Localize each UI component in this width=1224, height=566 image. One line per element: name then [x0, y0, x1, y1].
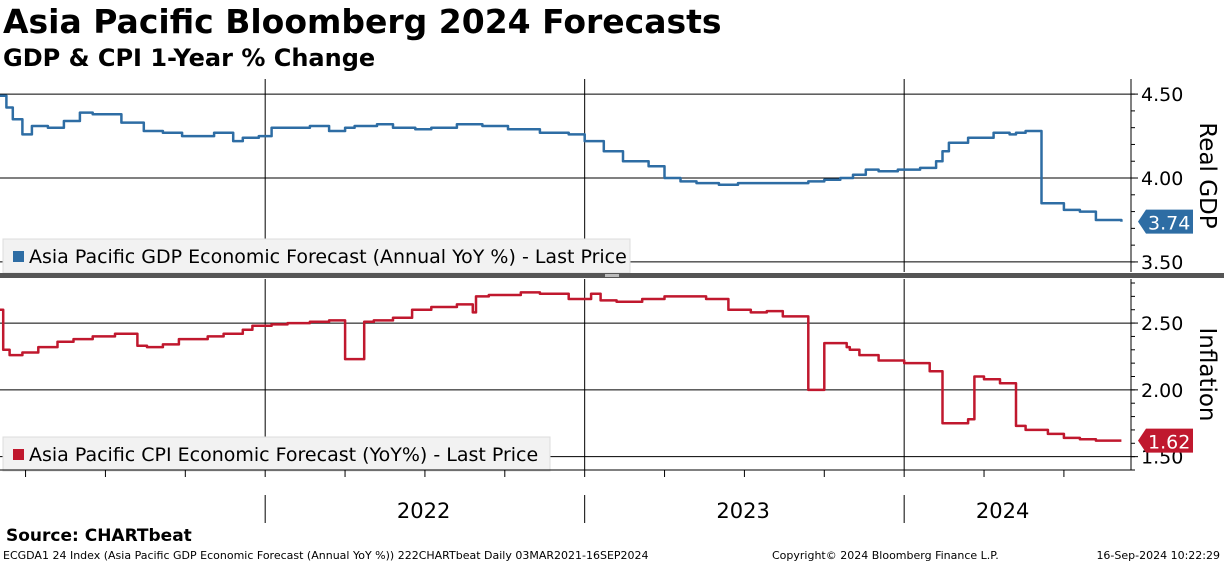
gdp-tick-label: 4.00 [1141, 168, 1183, 190]
gdp-axis-title: Real GDP [1194, 122, 1220, 228]
legend-swatch [13, 449, 24, 460]
x-tick-label: 2023 [716, 499, 769, 523]
gdp-series-line [0, 94, 1123, 222]
chart-subtitle: GDP & CPI 1-Year % Change [3, 44, 376, 72]
panel-separator-grip [605, 274, 619, 277]
chart-title: Asia Pacific Bloomberg 2024 Forecasts [3, 2, 722, 41]
cpi-last-value-label: 1.62 [1148, 432, 1190, 454]
legend-box [2, 436, 551, 472]
footer-copyright: Copyright© 2024 Bloomberg Finance L.P. [772, 549, 999, 562]
gdp-last-value-tag [1138, 209, 1193, 234]
cpi-last-value-tag [1138, 428, 1193, 453]
x-tick-label: 2024 [976, 499, 1029, 523]
cpi-series-line [0, 291, 1122, 442]
gdp-last-value-label: 3.74 [1148, 213, 1190, 235]
legend-label: Asia Pacific CPI Economic Forecast (YoY%… [29, 444, 538, 466]
x-tick-label: 2022 [397, 499, 450, 523]
legend-swatch [13, 251, 24, 262]
cpi-tick-label: 2.00 [1141, 380, 1183, 402]
cpi-axis-title: Inflation [1194, 328, 1220, 422]
footer-ticker: ECGDA1 24 Index (Asia Pacific GDP Econom… [3, 549, 649, 562]
gdp-tick-label: 4.50 [1141, 84, 1183, 106]
gdp-tick-label: 3.50 [1141, 252, 1183, 274]
legend-box [2, 238, 631, 274]
footer-timestamp: 16-Sep-2024 10:22:29 [1096, 549, 1220, 562]
source-label: Source: CHARTbeat [6, 526, 192, 546]
legend-label: Asia Pacific GDP Economic Forecast (Annu… [29, 246, 627, 268]
cpi-tick-label: 2.50 [1141, 313, 1183, 335]
